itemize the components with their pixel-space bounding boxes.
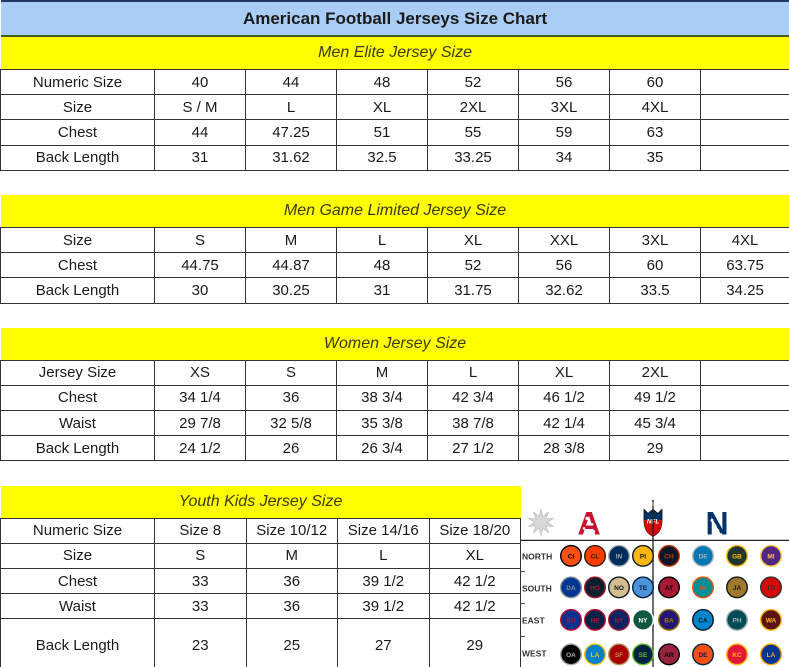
svg-text:TE: TE <box>639 585 648 592</box>
svg-text:OA: OA <box>566 652 576 659</box>
svg-text:CI: CI <box>568 553 575 560</box>
svg-text:NY: NY <box>615 617 625 624</box>
svg-text:DE: DE <box>699 652 709 659</box>
svg-text:NORTH: NORTH <box>522 551 552 561</box>
svg-text:SF: SF <box>615 652 623 659</box>
svg-text:PI: PI <box>640 553 646 560</box>
svg-text:GB: GB <box>732 553 742 560</box>
svg-text:NO: NO <box>614 585 624 592</box>
svg-text:NE: NE <box>591 617 601 624</box>
svg-text:SE: SE <box>639 652 648 659</box>
svg-text:AR: AR <box>664 652 674 659</box>
svg-text:WA: WA <box>766 617 777 624</box>
svg-text:DA: DA <box>566 585 576 592</box>
svg-text:A: A <box>577 505 600 541</box>
svg-text:MI: MI <box>767 553 774 560</box>
svg-text:CH: CH <box>664 553 674 560</box>
svg-text:JA: JA <box>733 585 742 592</box>
svg-text:TB: TB <box>767 585 776 592</box>
svg-text:IN: IN <box>616 553 623 560</box>
svg-text:BU: BU <box>566 617 576 624</box>
svg-text:KC: KC <box>732 652 742 659</box>
svg-text:LA: LA <box>591 652 600 659</box>
svg-text:CL: CL <box>591 553 600 560</box>
svg-text:HO: HO <box>590 585 600 592</box>
svg-text:LA: LA <box>767 652 776 659</box>
svg-text:EAST: EAST <box>522 615 545 625</box>
svg-text:NY: NY <box>639 617 649 624</box>
svg-text:AT: AT <box>665 585 673 592</box>
svg-text:N: N <box>705 505 728 541</box>
svg-text:SOUTH: SOUTH <box>522 583 552 593</box>
svg-text:CA: CA <box>698 617 708 624</box>
svg-text:DE: DE <box>699 553 709 560</box>
svg-text:BA: BA <box>664 617 674 624</box>
svg-text:PH: PH <box>733 617 742 624</box>
svg-text:MI: MI <box>699 585 706 592</box>
svg-text:WEST: WEST <box>522 648 547 658</box>
